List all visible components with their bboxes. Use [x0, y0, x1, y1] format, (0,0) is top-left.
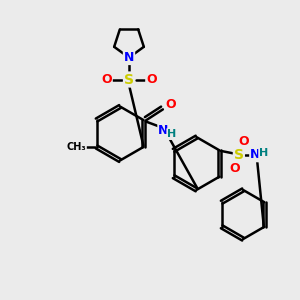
Text: H: H — [167, 129, 176, 139]
Text: N: N — [158, 124, 169, 137]
Text: S: S — [234, 148, 244, 162]
Text: N: N — [124, 51, 134, 64]
Text: O: O — [166, 98, 176, 112]
Text: O: O — [238, 135, 249, 148]
Text: O: O — [101, 73, 112, 86]
Text: H: H — [259, 148, 268, 158]
Text: O: O — [229, 162, 240, 175]
Text: O: O — [146, 73, 157, 86]
Text: CH₃: CH₃ — [66, 142, 86, 152]
Text: N: N — [250, 148, 261, 161]
Text: S: S — [124, 73, 134, 86]
